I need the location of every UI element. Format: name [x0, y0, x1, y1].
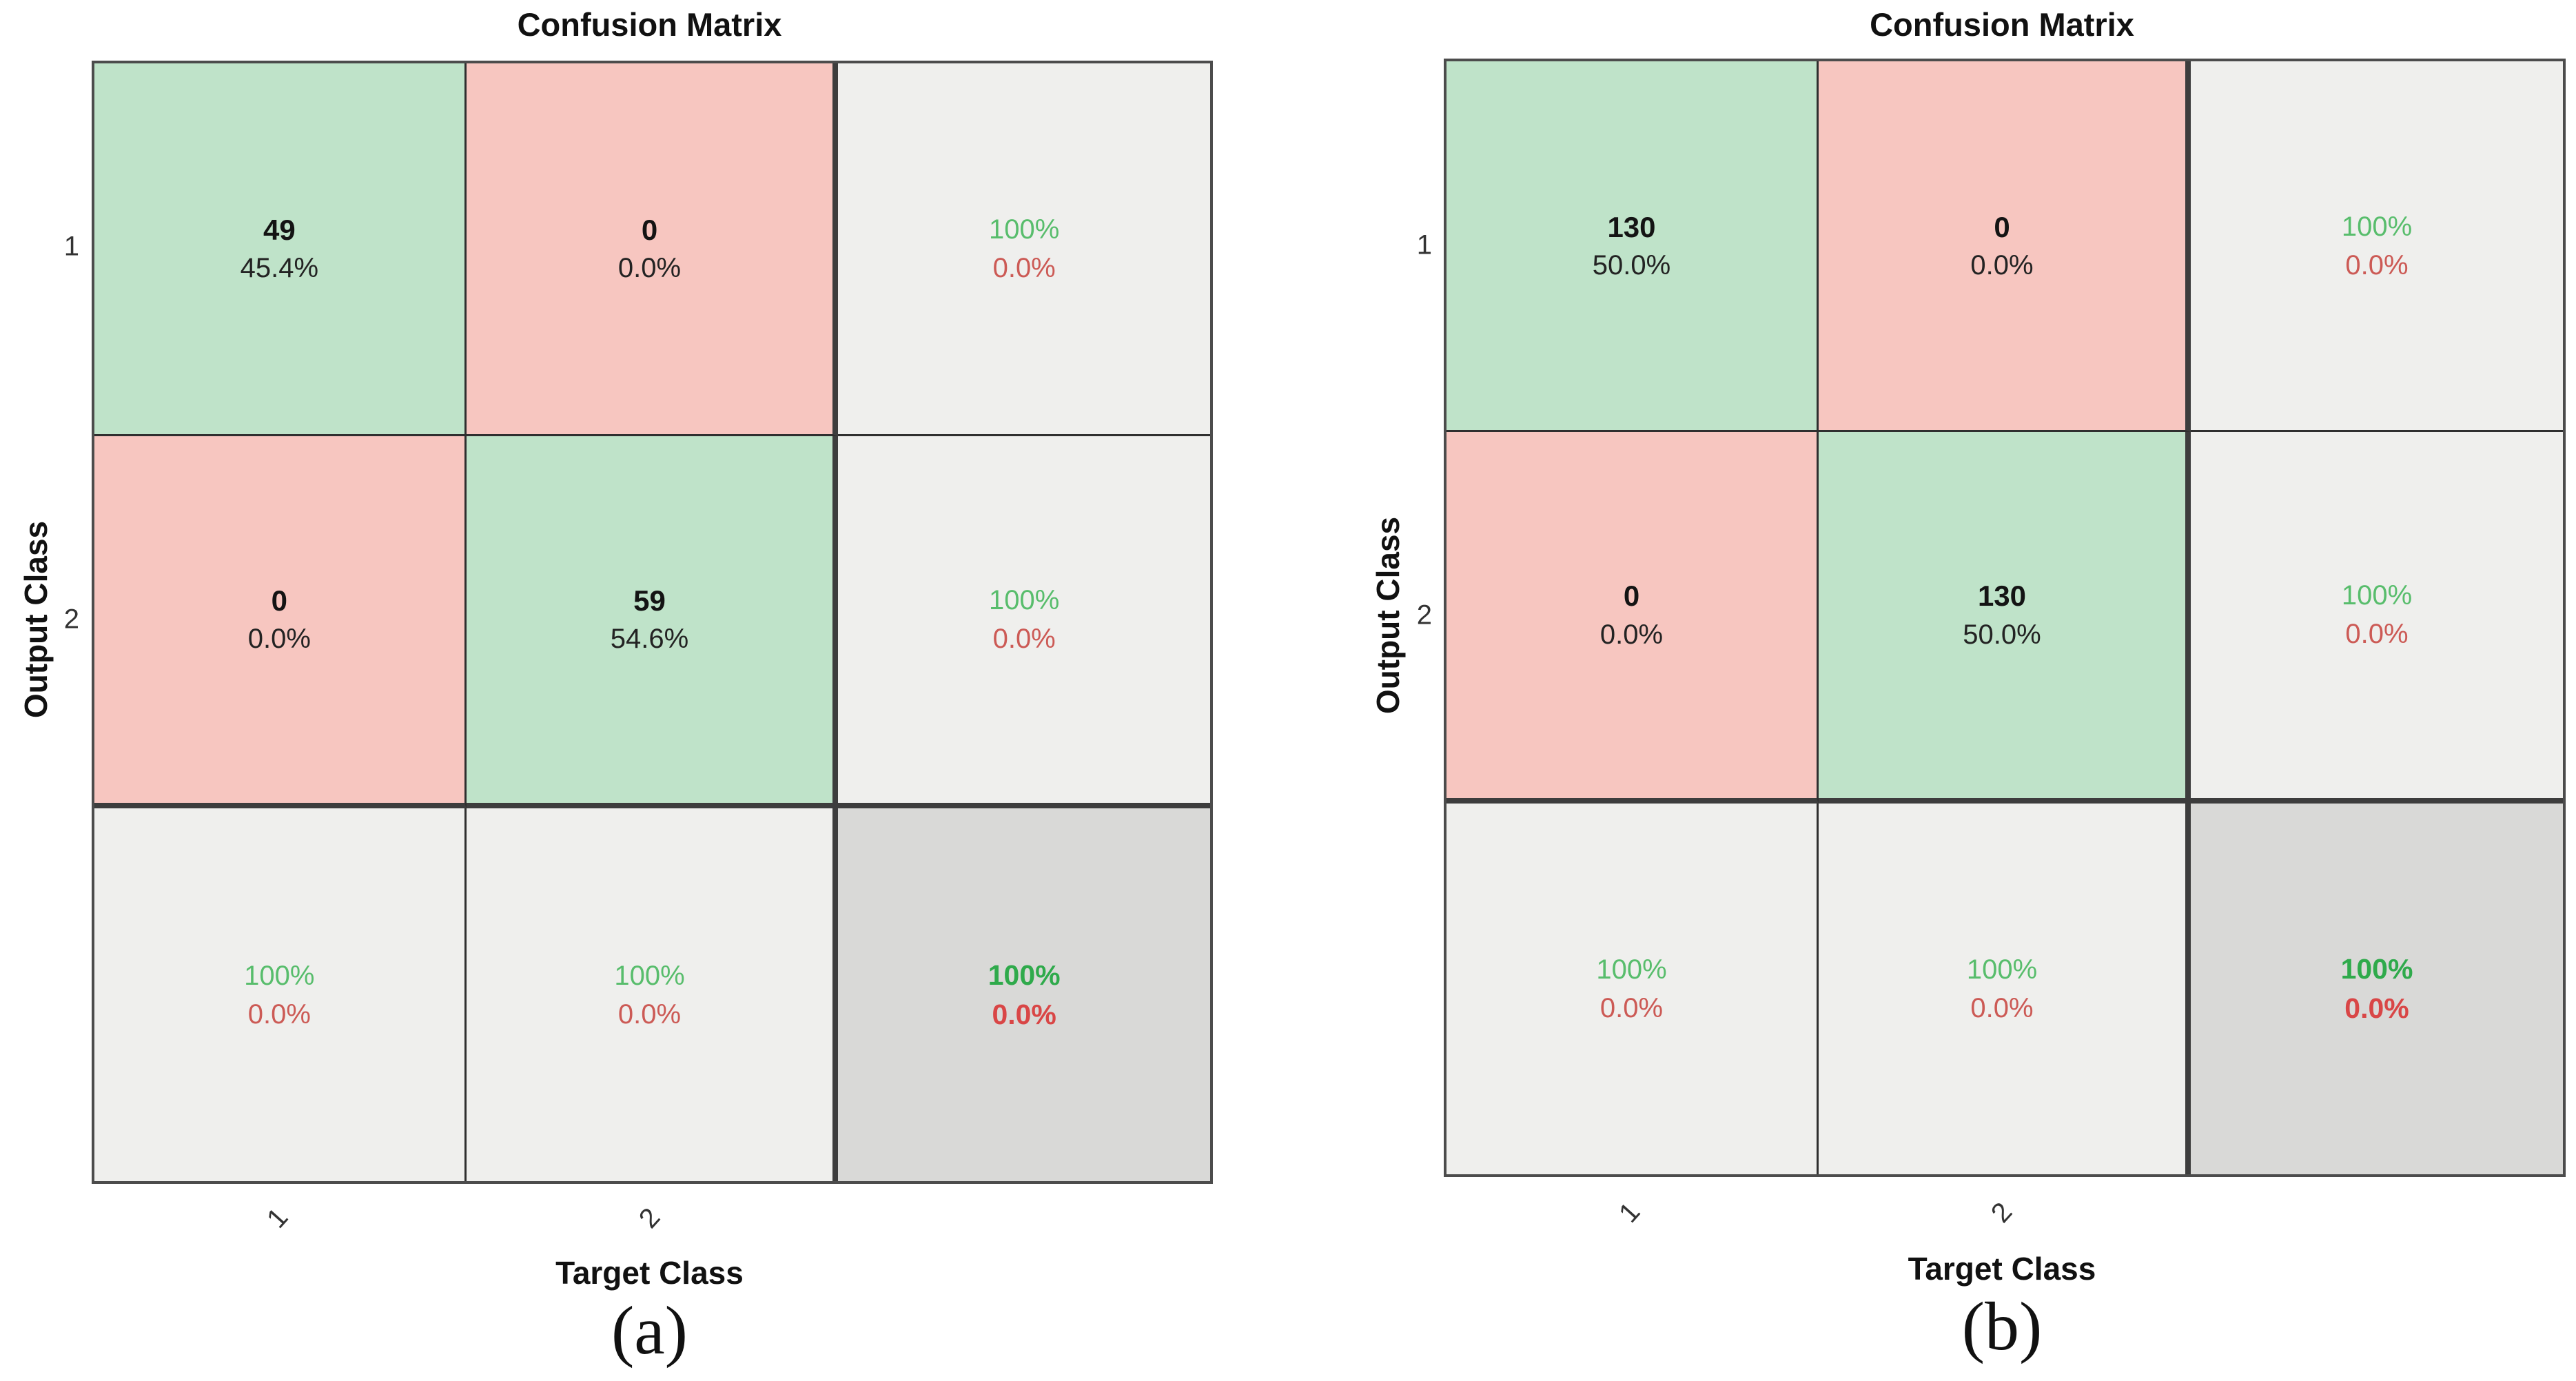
cell-percent: 0.0%	[617, 252, 682, 283]
panel-caption-b: (b)	[1961, 1288, 2043, 1364]
y-tick-b-1: 1	[1416, 229, 1432, 260]
x-tick-a-1: 1	[260, 1202, 294, 1234]
cell-percent: 0.0%	[247, 624, 311, 655]
cell-percent-red: 0.0%	[2345, 619, 2409, 650]
cell-percent: 50.0%	[1963, 619, 2041, 650]
matrix-cell-b-r3c1: 100% 0.0%	[1447, 803, 1819, 1174]
x-tick-b-2: 2	[1985, 1196, 2018, 1229]
matrix-cell-a-r3c2: 100% 0.0%	[466, 808, 839, 1181]
matrix-cell-b-r2c3: 100% 0.0%	[2191, 432, 2563, 804]
cell-percent-green: 100%	[1966, 954, 2038, 985]
x-axis-label-b: Target Class	[1908, 1251, 2096, 1287]
panel-caption-a: (a)	[611, 1292, 688, 1369]
cell-percent-green: 100%	[988, 959, 1061, 991]
cell-percent-red: 0.0%	[247, 999, 311, 1030]
cell-count: 0	[1994, 210, 2010, 243]
matrix-cell-a-r1c3: 100% 0.0%	[838, 63, 1210, 436]
matrix-cell-a-r3c1: 100% 0.0%	[94, 808, 467, 1181]
cell-count: 130	[1977, 580, 2027, 613]
matrix-cell-b-r3c2: 100% 0.0%	[1819, 803, 2191, 1174]
cell-count: 59	[633, 584, 666, 617]
matrix-cell-a-r1c2: 0 0.0%	[466, 63, 839, 436]
cell-percent-green: 100%	[244, 960, 315, 991]
matrix-cell-b-r2c1: 0 0.0%	[1447, 432, 1819, 804]
cell-percent-green: 100%	[2340, 952, 2413, 985]
cell-percent-green: 100%	[989, 584, 1060, 615]
cell-percent-red: 0.0%	[617, 999, 682, 1030]
cell-percent-green: 100%	[2341, 211, 2413, 242]
x-tick-a-2: 2	[633, 1202, 666, 1234]
x-axis-label-a: Target Class	[555, 1255, 744, 1291]
cell-percent-red: 0.0%	[2345, 249, 2409, 280]
chart-title-a: Confusion Matrix	[517, 6, 782, 43]
matrix-cell-b-r1c1: 130 50.0%	[1447, 61, 1819, 433]
cell-percent: 0.0%	[1970, 249, 2034, 280]
matrix-cell-a-r3c3: 100% 0.0%	[838, 808, 1210, 1181]
y-tick-a-1: 1	[63, 231, 79, 262]
cell-percent-green: 100%	[989, 214, 1060, 245]
cell-percent-green: 100%	[2341, 580, 2413, 611]
chart-title-b: Confusion Matrix	[1870, 6, 2134, 43]
cell-percent-green: 100%	[614, 960, 685, 991]
y-tick-b-2: 2	[1416, 600, 1432, 631]
matrix-cell-b-r2c2: 130 50.0%	[1819, 432, 2191, 804]
cell-count: 0	[641, 213, 658, 246]
cell-percent-red: 0.0%	[992, 252, 1056, 283]
cell-percent-green: 100%	[1596, 954, 1667, 985]
confusion-matrix-b: 130 50.0% 0 0.0% 100% 0.0% 0 0.0% 130 50…	[1444, 59, 2566, 1177]
matrix-cell-a-r1c1: 49 45.4%	[94, 63, 467, 436]
cell-percent: 50.0%	[1592, 249, 1671, 280]
cell-percent-red: 0.0%	[2344, 992, 2409, 1024]
matrix-cell-b-r1c2: 0 0.0%	[1819, 61, 2191, 433]
cell-percent-red: 0.0%	[992, 998, 1056, 1030]
cell-percent: 54.6%	[610, 624, 689, 655]
matrix-cell-b-r3c3: 100% 0.0%	[2191, 803, 2563, 1174]
confusion-matrix-a: 49 45.4% 0 0.0% 100% 0.0% 0 0.0% 59 54.6…	[92, 61, 1213, 1184]
matrix-cell-a-r2c3: 100% 0.0%	[838, 436, 1210, 809]
cell-count: 0	[1623, 580, 1640, 613]
cell-count: 49	[263, 213, 296, 246]
cell-count: 130	[1607, 210, 1656, 243]
y-tick-a-2: 2	[63, 604, 79, 635]
cell-percent: 45.4%	[240, 252, 319, 283]
matrix-cell-a-r2c2: 59 54.6%	[466, 436, 839, 809]
cell-count: 0	[271, 584, 287, 617]
x-tick-b-1: 1	[1613, 1196, 1646, 1229]
cell-percent-red: 0.0%	[992, 623, 1056, 654]
cell-percent-red: 0.0%	[1970, 992, 2034, 1023]
matrix-cell-a-r2c1: 0 0.0%	[94, 436, 467, 809]
matrix-cell-b-r1c3: 100% 0.0%	[2191, 61, 2563, 433]
cell-percent-red: 0.0%	[1599, 992, 1664, 1023]
cell-percent: 0.0%	[1599, 619, 1664, 650]
